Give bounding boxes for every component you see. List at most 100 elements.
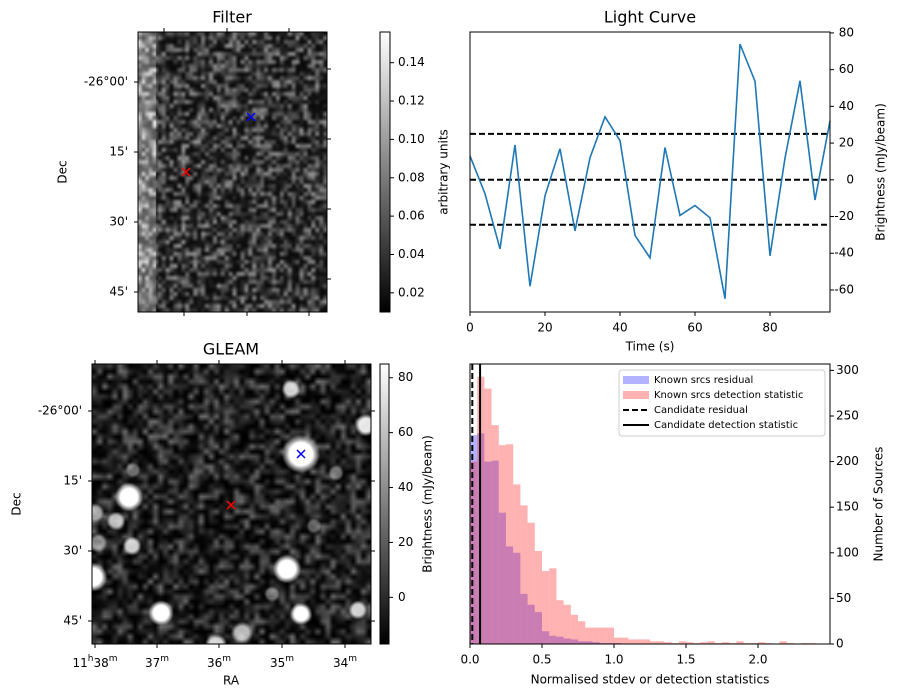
detection-histogram-bar xyxy=(722,642,730,644)
gleam-xtick-part: 37 xyxy=(145,656,160,670)
filter-colorbar-tick-label: 0.14 xyxy=(398,55,425,69)
gleam-xtick-part: 36 xyxy=(207,656,222,670)
filter-ytick-label: 30' xyxy=(109,215,128,229)
gleam-xtick-part: 34 xyxy=(333,656,348,670)
detection-histogram-bar xyxy=(585,627,593,644)
residual-histogram-bar xyxy=(592,642,600,644)
gleam-panel: GLEAM-26°00'15'30'45'11h38m 37m 36m 35m 34mR… xyxy=(10,340,435,688)
detection-histogram-bar xyxy=(700,642,708,644)
legend-swatch xyxy=(623,376,649,384)
filter-colorbar-tick-label: 0.04 xyxy=(398,247,425,261)
detection-histogram-bar xyxy=(491,425,499,644)
histogram-ytick-label: 200 xyxy=(836,454,859,468)
detection-histogram-bar xyxy=(678,641,686,644)
light-curve-xtick-label: 80 xyxy=(762,321,777,335)
light-curve-xtick-label: 60 xyxy=(687,321,702,335)
residual-histogram-bar xyxy=(470,435,478,644)
gleam-xtick-part: 11 xyxy=(72,656,87,670)
detection-histogram-bar xyxy=(506,444,514,644)
detection-histogram-bar xyxy=(635,639,643,644)
histogram-ytick-label: 150 xyxy=(836,500,859,514)
detection-histogram-bar xyxy=(520,505,528,644)
gleam-xtick-label: 37m xyxy=(145,654,169,670)
histogram-axes-frame xyxy=(469,363,831,645)
detection-histogram-bar xyxy=(549,568,557,644)
detection-histogram-bar xyxy=(707,641,715,644)
histogram-panel: 0.0 0.5 1.0 1.5 2.0 0 50 100 150 200 250 300 Normali… xyxy=(460,363,885,687)
light-curve-ytick-label: -20 xyxy=(834,209,854,223)
gleam-xtick-part: m xyxy=(160,654,169,664)
histogram-xtick-label: 0.0 xyxy=(460,653,479,667)
detection-histogram-bar xyxy=(628,639,636,644)
light-curve-panel: Light Curve 0 20 40 60 80 -60 -40 -20 0 20 40 60 80 Ti… xyxy=(466,8,887,354)
histogram-ytick-label: 300 xyxy=(836,363,859,377)
filter-colorbar-tick-label: 0.10 xyxy=(398,132,425,146)
gleam-ytick-label: 30' xyxy=(63,544,82,558)
histogram-ytick-label: 250 xyxy=(836,408,859,422)
gleam-xtick-label: 35m xyxy=(270,654,294,670)
detection-histogram-bar xyxy=(484,388,492,644)
residual-histogram-bar xyxy=(520,593,528,644)
detection-histogram-bar xyxy=(534,550,542,644)
residual-histogram-bar xyxy=(563,638,571,644)
filter-colorbar-tick-label: 0.06 xyxy=(398,209,425,223)
detection-histogram-bar xyxy=(657,641,665,644)
light-curve-xtick-label: 0 xyxy=(466,321,474,335)
light-curve-line xyxy=(469,43,831,299)
histogram-xlabel: Normalised stdev or detection statistics xyxy=(531,673,770,687)
gleam-xtick-part: m xyxy=(109,654,118,664)
gleam-ylabel: Dec xyxy=(10,492,24,515)
light-curve-xlabel: Time (s) xyxy=(625,340,675,354)
detection-histogram-bar xyxy=(513,484,521,644)
detection-histogram-bar xyxy=(779,641,787,644)
residual-histogram-bar xyxy=(513,552,521,644)
residual-histogram-bar xyxy=(484,461,492,644)
filter-colorbar-tick-label: 0.12 xyxy=(398,94,425,108)
light-curve-ytick-label: 20 xyxy=(839,136,854,150)
filter-colorbar xyxy=(379,31,391,313)
filter-ytick-label: 45' xyxy=(109,285,128,299)
gleam-colorbar-tick-label: 0 xyxy=(398,590,406,604)
gleam-xlabel: RA xyxy=(223,674,240,688)
candidate-marker xyxy=(181,167,191,177)
light-curve-ylabel: Brightness (mJy/beam) xyxy=(874,103,888,241)
residual-histogram-bar xyxy=(506,546,514,644)
residual-histogram-bar xyxy=(534,612,542,644)
detection-histogram-bar xyxy=(527,522,535,644)
detection-histogram-bar xyxy=(650,641,658,644)
filter-axes-frame xyxy=(137,31,328,313)
detection-histogram-bar xyxy=(606,627,614,644)
detection-histogram-bar xyxy=(570,614,578,644)
filter-colorbar-tick-label: 0.02 xyxy=(398,285,425,299)
gleam-colorbar-tick-label: 60 xyxy=(398,425,413,439)
gleam-xtick-part: 38 xyxy=(93,656,108,670)
legend-box xyxy=(618,369,826,437)
light-curve-xtick-label: 40 xyxy=(612,321,627,335)
residual-histogram-bar xyxy=(527,604,535,644)
gleam-xtick-part: m xyxy=(285,654,294,664)
detection-histogram-bar xyxy=(758,642,766,644)
gleam-xtick-part: m xyxy=(348,654,357,664)
detection-histogram-bar xyxy=(686,642,694,644)
residual-histogram-bar xyxy=(549,635,557,644)
detection-histogram-bar xyxy=(599,627,607,644)
detection-histogram-bar xyxy=(614,637,622,644)
residual-histogram-bar xyxy=(585,641,593,644)
gleam-xtick-label: 11h38m xyxy=(72,654,117,670)
legend-swatch xyxy=(623,391,649,399)
gleam-colorbar-tick-label: 80 xyxy=(398,370,413,384)
histogram-legend: Known srcs residual Known srcs detection … xyxy=(618,369,826,437)
residual-histogram-bar xyxy=(556,636,564,644)
gleam-ytick-label: -26°00' xyxy=(38,404,82,418)
histogram-xtick-label: 1.0 xyxy=(604,653,623,667)
detection-histogram-bar xyxy=(621,637,629,644)
light-curve-ytick-label: 40 xyxy=(839,99,854,113)
detection-histogram-bar xyxy=(664,642,672,644)
residual-histogram-bar xyxy=(498,512,506,644)
known-source-marker xyxy=(296,449,306,459)
light-curve-ytick-label: 80 xyxy=(839,25,854,39)
candidate-marker xyxy=(226,500,236,510)
light-curve-ytick-label: 0 xyxy=(846,172,854,186)
legend-label: Known srcs detection statistic xyxy=(654,390,803,401)
